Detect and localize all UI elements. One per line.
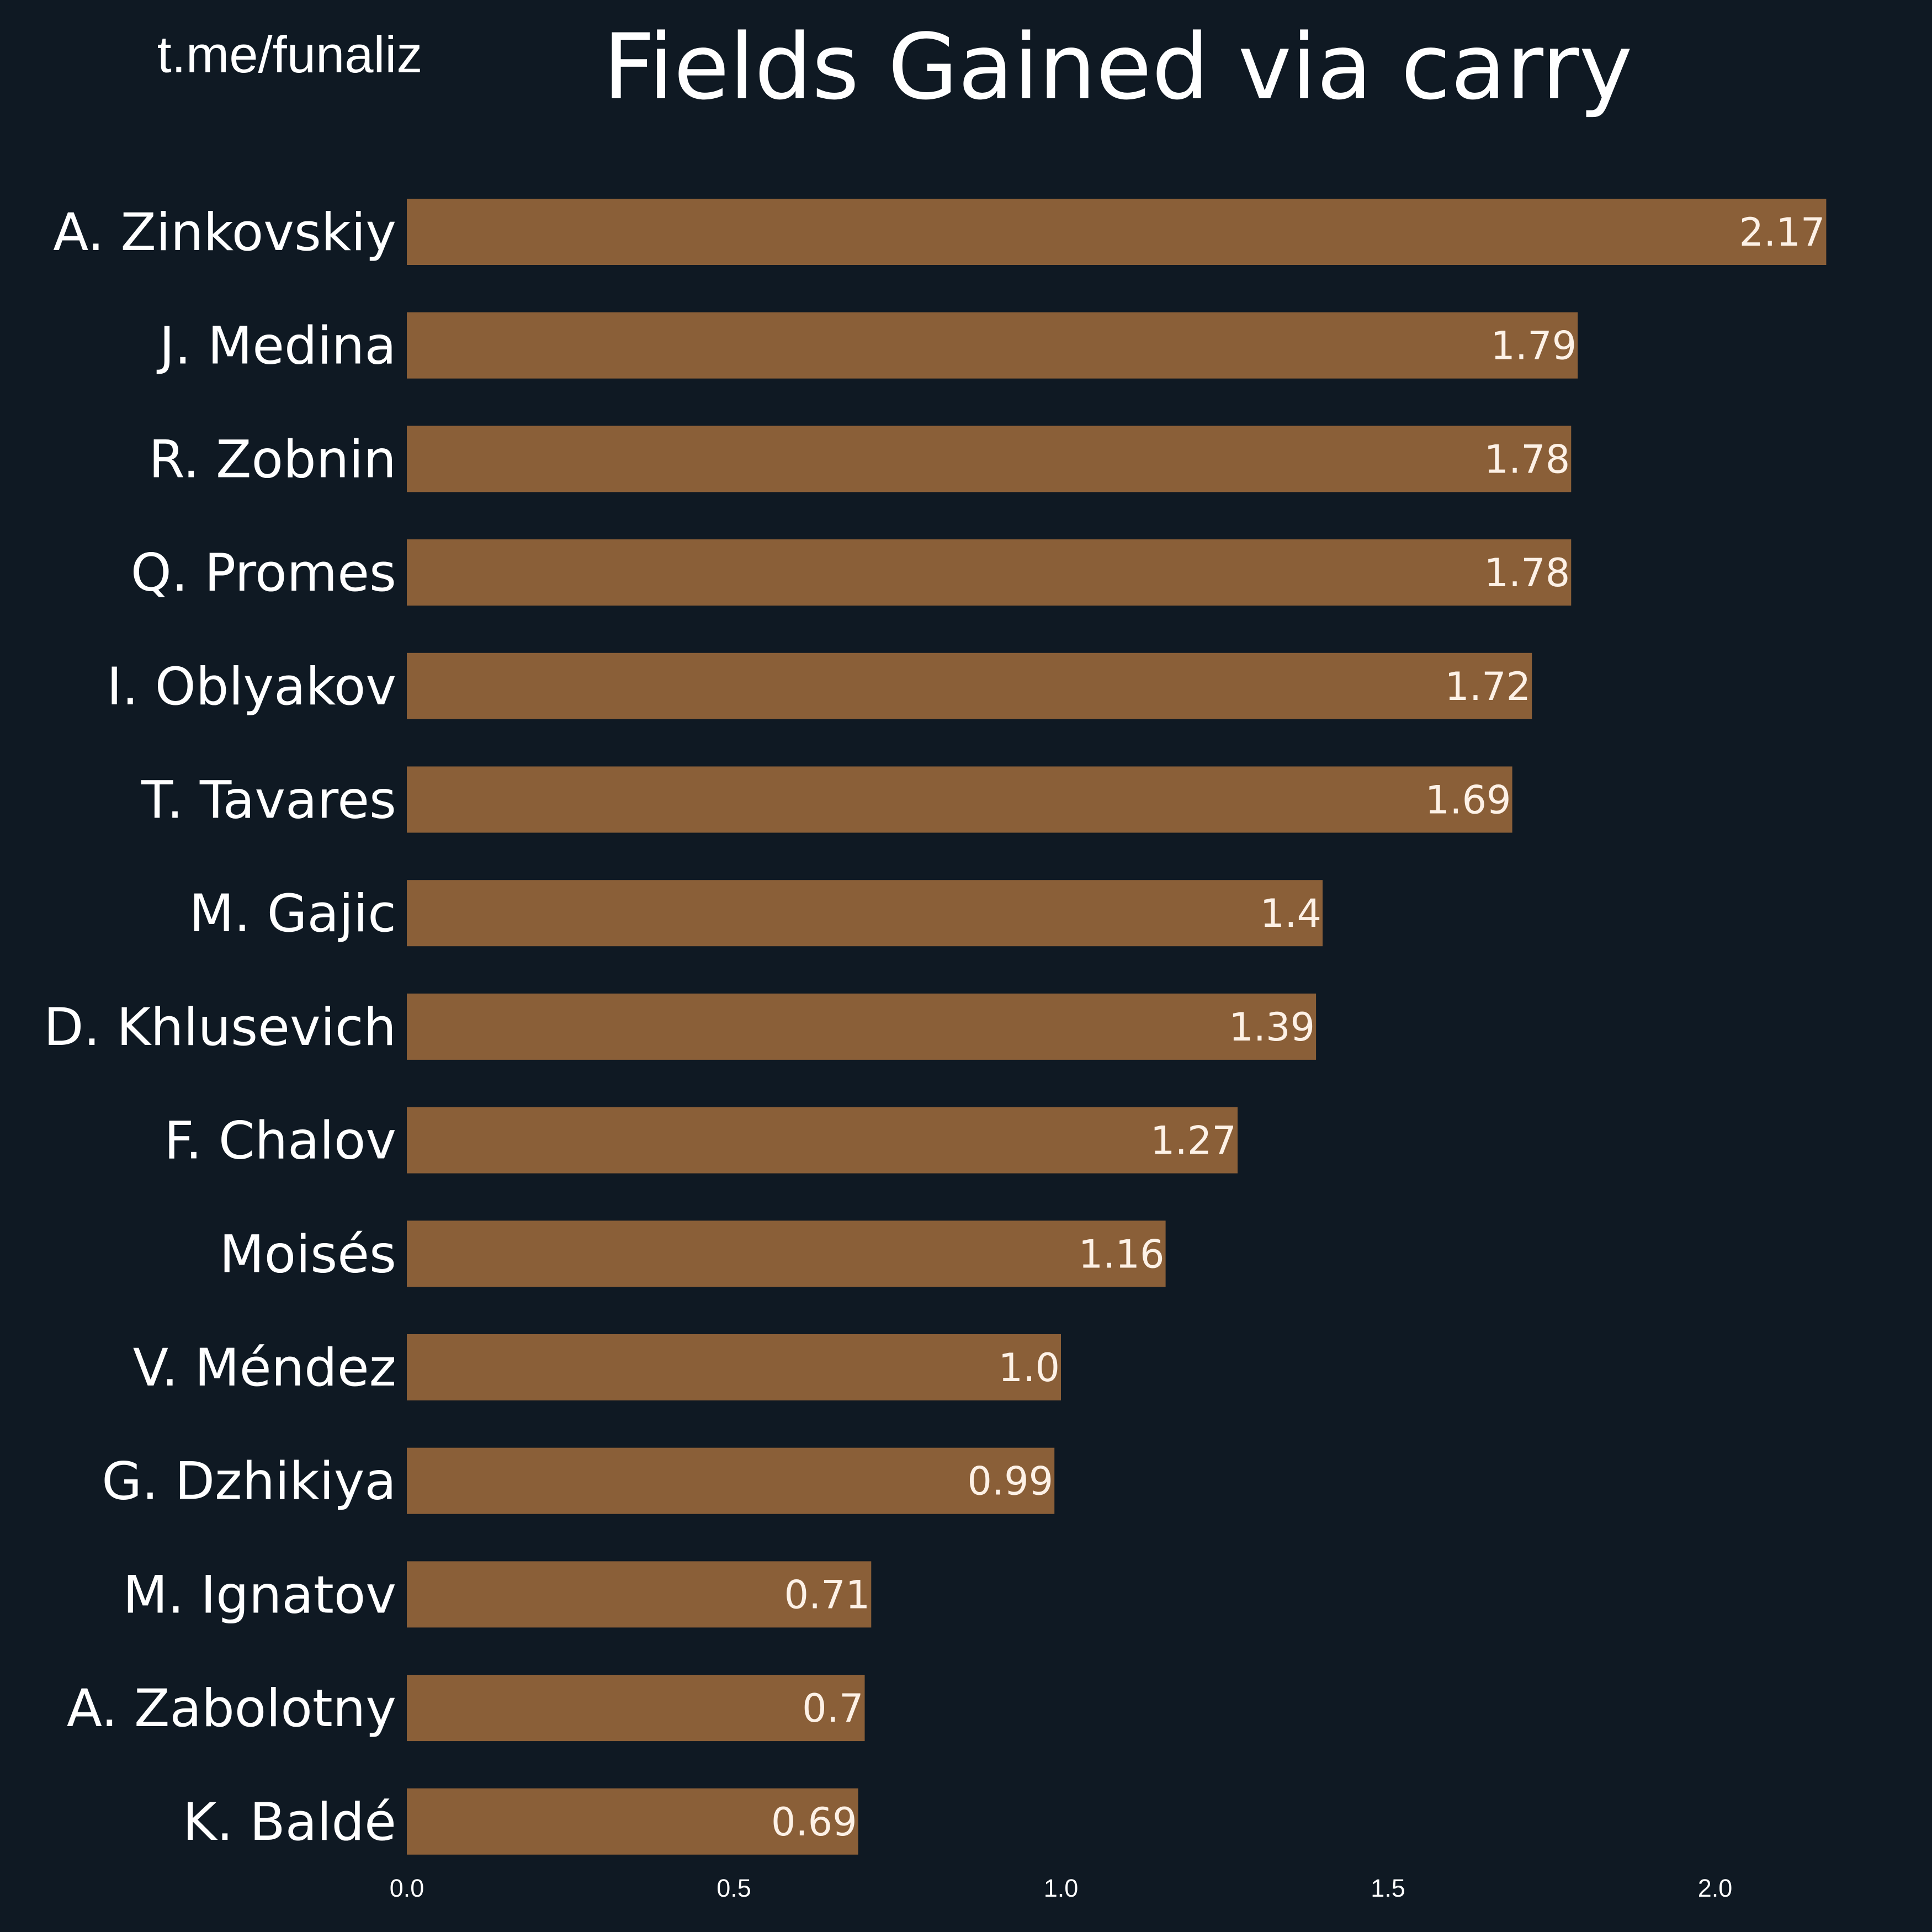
category-label: D. Khlusevich	[44, 997, 396, 1058]
x-tick-label: 0.0	[390, 1874, 424, 1902]
bar	[407, 426, 1572, 492]
bar	[407, 1334, 1061, 1400]
bar	[407, 1561, 872, 1628]
x-axis-ticks: 0.0 0.5 1.0 1.5 2.0	[390, 1874, 1733, 1902]
category-label: M. Gajic	[189, 884, 396, 944]
bar	[407, 312, 1578, 379]
bar	[407, 766, 1512, 833]
x-tick-label: 1.0	[1044, 1874, 1079, 1902]
bar	[407, 1107, 1238, 1174]
category-label: F. Chalov	[164, 1111, 396, 1171]
watermark-text: t.me/funaliz	[157, 25, 423, 83]
category-label: G. Dzhikiya	[102, 1452, 396, 1512]
bar	[407, 1788, 858, 1855]
category-label: V. Méndez	[133, 1338, 396, 1398]
bar	[407, 539, 1572, 606]
bar	[407, 1675, 865, 1742]
category-label: M. Ignatov	[123, 1565, 396, 1625]
bar	[407, 1447, 1055, 1514]
category-label: J. Medina	[157, 316, 396, 376]
x-tick-label: 2.0	[1698, 1874, 1733, 1902]
category-label: T. Tavares	[141, 771, 396, 831]
value-label: 0.69	[771, 1800, 857, 1845]
value-label: 1.27	[1150, 1118, 1236, 1164]
category-label: Q. Promes	[131, 543, 396, 603]
bar	[407, 1220, 1166, 1287]
value-label: 1.0	[999, 1345, 1060, 1390]
bars-group: A. Zinkovskiy 2.17 J. Medina 1.79 R. Zobnin 1…	[44, 199, 1827, 1855]
x-tick-label: 0.5	[716, 1874, 751, 1902]
value-label: 0.7	[802, 1686, 863, 1731]
category-label: Moisés	[219, 1224, 396, 1285]
value-label: 2.17	[1739, 210, 1825, 255]
value-label: 0.99	[967, 1459, 1053, 1504]
x-tick-label: 1.5	[1371, 1874, 1405, 1902]
category-label: A. Zinkovskiy	[53, 203, 396, 263]
bar	[407, 880, 1323, 947]
value-label: 1.69	[1425, 778, 1511, 823]
category-label: R. Zobnin	[148, 429, 396, 490]
bar	[407, 199, 1827, 265]
value-label: 1.4	[1260, 891, 1321, 936]
bar	[407, 993, 1317, 1060]
category-label: I. Oblyakov	[107, 657, 396, 717]
value-label: 1.16	[1079, 1232, 1165, 1277]
category-label: A. Zabolotny	[67, 1679, 396, 1739]
chart-title: Fields Gained via carry	[603, 14, 1632, 120]
value-label: 1.78	[1484, 550, 1570, 596]
value-label: 1.78	[1484, 437, 1570, 482]
value-label: 0.71	[784, 1572, 870, 1617]
bar	[407, 652, 1532, 719]
value-label: 1.39	[1229, 1005, 1315, 1050]
value-label: 1.79	[1490, 323, 1577, 369]
category-label: K. Baldé	[183, 1792, 396, 1853]
value-label: 1.72	[1445, 664, 1531, 709]
